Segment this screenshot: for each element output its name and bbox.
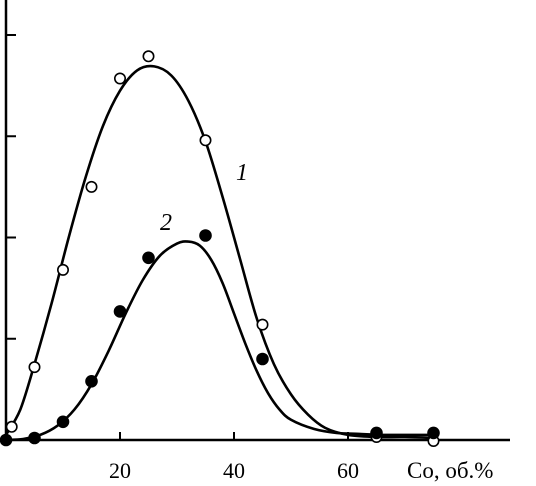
fit-curve-2: [5, 240, 434, 442]
series-2-point-6: [199, 229, 212, 242]
series-1-point-2: [56, 263, 69, 276]
series-1-point-0: [5, 420, 18, 433]
series-2-point-4: [113, 305, 127, 318]
series-1-point-3: [85, 180, 98, 193]
x-tick-label-20: 20: [109, 458, 131, 483]
data-markers: [0, 50, 440, 447]
y-ticks: [6, 34, 16, 340]
series-2-point-0: [0, 433, 13, 447]
x-tick-label-40: 40: [223, 458, 245, 483]
x-axis-label: Co, об.%: [407, 458, 493, 483]
series-2-point-9: [427, 426, 440, 440]
x-tick-label-60: 60: [337, 458, 359, 483]
x-ticks: 20 40 60: [109, 432, 359, 483]
series-2-point-8: [370, 426, 383, 440]
series-2-point-5: [142, 251, 155, 265]
series-1-point-7: [256, 318, 269, 331]
series-1-point-6: [199, 134, 212, 147]
series-1-point-4: [114, 72, 127, 85]
series-2-point-1: [28, 431, 41, 445]
series-1-point-5: [142, 50, 155, 63]
series-1-point-1: [28, 361, 41, 374]
fit-curves: [4, 64, 434, 442]
series-2-point-2: [56, 415, 70, 429]
fit-curve-1: [4, 64, 434, 440]
curve-label-2: 2: [160, 210, 172, 236]
series-2-point-7: [256, 352, 269, 366]
series-2-point-3: [85, 374, 98, 388]
curve-label-1: 1: [236, 160, 248, 186]
